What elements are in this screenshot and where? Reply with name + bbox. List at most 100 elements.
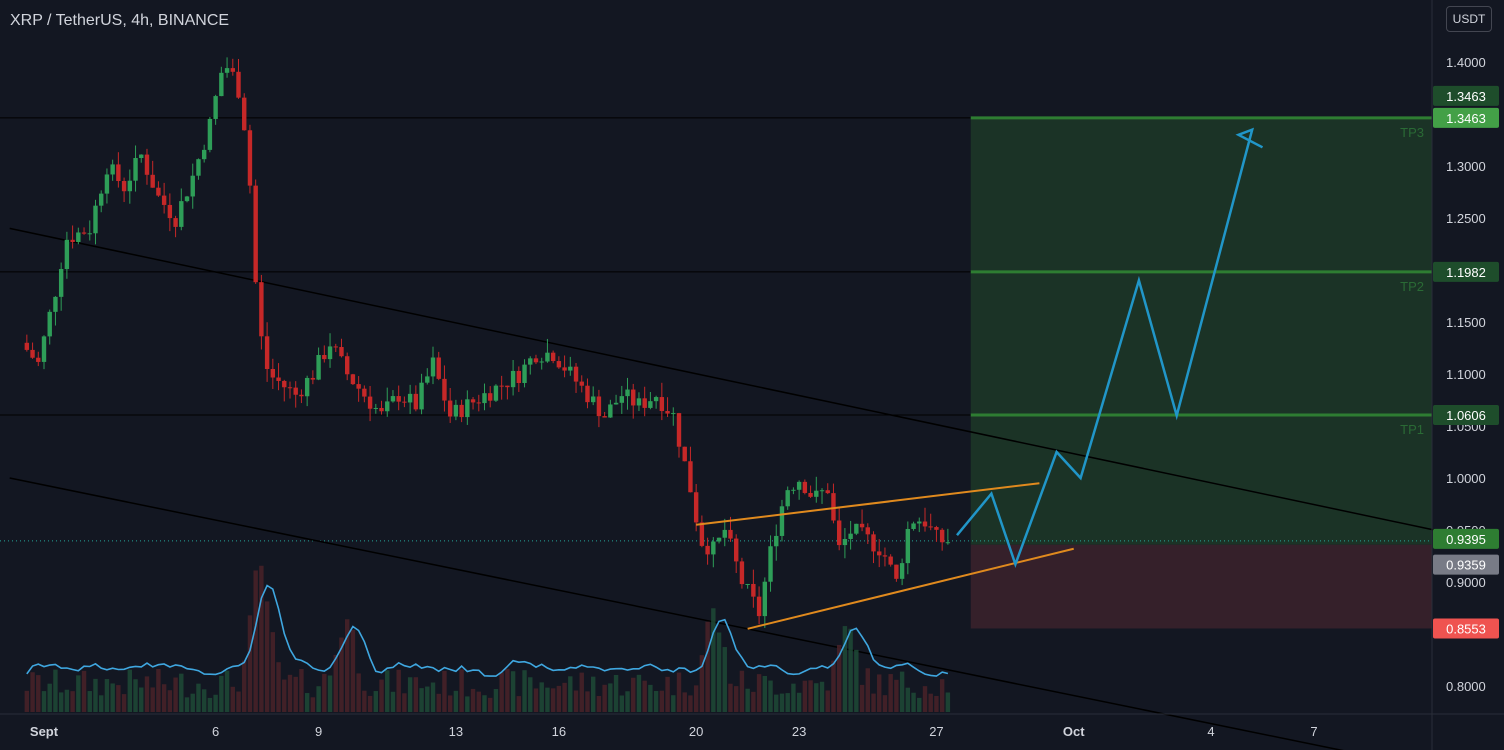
candle-body	[327, 346, 333, 360]
volume-bar	[505, 668, 510, 712]
candle	[24, 334, 30, 352]
volume-bar	[356, 673, 361, 712]
candle-body	[871, 534, 876, 552]
volume-bar	[76, 675, 81, 712]
price-tick-label: 0.8000	[1446, 679, 1486, 694]
candle-body	[831, 493, 836, 521]
candle	[928, 513, 933, 531]
candle	[121, 177, 127, 203]
volume-bar	[453, 690, 459, 712]
volume-bar	[385, 670, 390, 712]
candle	[922, 507, 928, 532]
time-tick-label: Oct	[1063, 724, 1085, 739]
candle	[865, 523, 870, 545]
current-price-tag-text: 0.9395	[1446, 532, 1486, 547]
candle	[699, 515, 705, 548]
candle	[190, 163, 195, 209]
volume-bar	[590, 676, 596, 712]
volume-bar	[116, 685, 121, 712]
volume-bar	[425, 686, 430, 712]
candle	[756, 586, 762, 625]
candle	[836, 507, 842, 551]
price-tick-label: 1.0000	[1446, 471, 1486, 486]
volume-bar	[304, 693, 310, 712]
candle	[516, 366, 522, 392]
volume-bar	[190, 693, 195, 712]
entry-price-tag-text: 0.9359	[1446, 558, 1486, 573]
candle	[676, 412, 682, 458]
volume-bar	[110, 683, 115, 712]
volume-bar	[619, 695, 624, 712]
candle	[322, 345, 327, 363]
volume-bar	[81, 670, 87, 712]
candle	[453, 399, 459, 421]
candle	[213, 94, 218, 125]
candle-body	[882, 555, 888, 557]
wedge-lower-line	[747, 547, 1074, 630]
candle-body	[270, 369, 276, 378]
candle	[362, 385, 367, 403]
currency-button[interactable]: USDT	[1446, 6, 1492, 32]
candle-body	[470, 399, 476, 403]
candle	[636, 392, 642, 412]
volume-bar	[173, 677, 178, 712]
volume-bar	[282, 679, 287, 712]
candle-body	[442, 378, 447, 401]
candle-body	[711, 541, 716, 555]
candle	[264, 322, 270, 382]
price-tick-label: 1.3000	[1446, 159, 1486, 174]
candle-body	[819, 490, 825, 492]
volume-bar	[791, 683, 796, 712]
candle-body	[596, 396, 602, 417]
candle	[671, 407, 676, 426]
stop-price-tag: 0.8553	[1433, 618, 1499, 639]
candle	[116, 152, 121, 188]
volume-bar	[682, 692, 687, 712]
candle-body	[30, 349, 35, 358]
candle	[196, 158, 201, 180]
candle	[882, 547, 888, 567]
candle-body	[367, 396, 373, 409]
candle	[613, 394, 619, 405]
volume-bar	[785, 693, 790, 712]
candle-body	[728, 529, 733, 539]
projection-arrow	[956, 127, 1264, 569]
candle	[242, 93, 247, 131]
candle-body	[184, 196, 190, 202]
candle-body	[619, 396, 624, 403]
candle	[785, 486, 790, 510]
volume-bar	[854, 649, 859, 712]
candle-body	[934, 527, 939, 530]
volume-bar	[653, 690, 659, 712]
volume-bar	[436, 693, 441, 712]
entry-price-tag-bg	[1433, 554, 1499, 575]
candle-body	[493, 385, 499, 401]
candle	[762, 577, 768, 628]
candle	[379, 400, 384, 415]
volume-bar	[516, 696, 522, 712]
candle-body	[53, 296, 58, 312]
candle-body	[110, 164, 115, 175]
candle	[499, 375, 504, 400]
volume-bar	[545, 687, 550, 712]
candle-body	[791, 489, 796, 491]
volume-bar	[242, 660, 247, 712]
candle	[236, 58, 241, 99]
candle	[848, 520, 853, 550]
volume-bar	[539, 682, 544, 712]
volume-bar	[121, 694, 127, 712]
candle	[156, 181, 161, 197]
candle-body	[201, 149, 207, 160]
volume-bar	[259, 565, 264, 712]
volume-bar	[568, 676, 573, 712]
candle	[253, 179, 258, 284]
candle-body	[636, 398, 642, 406]
candle-body	[762, 581, 768, 617]
candle	[310, 370, 316, 385]
candle-body	[310, 377, 316, 380]
candle	[568, 356, 573, 376]
volume-bar	[407, 677, 413, 712]
candle-body	[150, 174, 155, 188]
candle	[419, 373, 424, 415]
